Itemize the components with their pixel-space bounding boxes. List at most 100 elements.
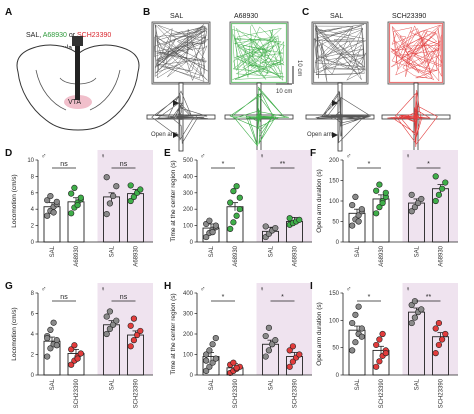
- significance-label: **: [426, 294, 432, 301]
- chart-d: D 0 2 4 6 8 10 Locomotion (cm/s) ♂ SAL A68930 ns ♀ SA…: [5, 148, 153, 267]
- data-point: [74, 202, 81, 209]
- x-tick-label: A68930: [74, 245, 80, 266]
- x-tick-label: SCH23390: [233, 378, 239, 408]
- treatment-label: SAL, A68930 or SCH23390: [26, 32, 111, 39]
- data-point: [358, 206, 365, 213]
- data-point: [296, 351, 303, 358]
- treatment-a68930: A68930: [43, 32, 67, 39]
- data-point: [106, 325, 113, 332]
- data-point: [262, 332, 269, 340]
- open-field-track-sal: [151, 21, 211, 85]
- panel-label-b: B: [143, 7, 150, 18]
- data-point: [376, 181, 383, 188]
- data-point: [212, 222, 219, 229]
- significance-label: *: [281, 294, 284, 301]
- x-tick-label: SAL: [415, 378, 421, 390]
- data-point: [44, 353, 51, 360]
- data-point: [71, 342, 78, 349]
- panel-label-f: F: [310, 148, 316, 159]
- data-point: [432, 173, 439, 180]
- male-symbol-icon: ♂: [41, 286, 46, 293]
- movement-trace: [232, 24, 285, 82]
- x-tick-label: SAL: [50, 245, 56, 257]
- scale-bar-h-label: 10 cm: [276, 89, 292, 95]
- data-point: [127, 343, 134, 350]
- male-symbol-icon: ♂: [346, 286, 351, 293]
- data-point: [418, 195, 425, 203]
- female-symbol-icon: ♀: [406, 153, 411, 160]
- panel-c-right-title: SCH23390: [392, 13, 426, 20]
- data-point: [435, 319, 443, 327]
- data-point: [103, 174, 110, 181]
- data-point: [109, 321, 117, 328]
- data-point: [68, 210, 75, 217]
- data-point: [286, 215, 293, 222]
- open-arm-arrow-icon-c: [332, 100, 338, 138]
- x-tick-label: A68930: [439, 245, 445, 266]
- x-tick-label: SAL: [269, 378, 275, 390]
- vta-label: VTA: [68, 99, 81, 106]
- y-tick-label: 0: [336, 240, 340, 246]
- data-point: [127, 182, 134, 189]
- data-point: [106, 308, 113, 315]
- data-point: [137, 327, 144, 335]
- plus-maze-sch23390: [381, 82, 451, 152]
- data-point: [137, 186, 144, 193]
- data-point: [408, 191, 415, 198]
- data-point: [262, 223, 269, 230]
- data-point: [206, 347, 213, 354]
- data-point: [373, 363, 380, 370]
- y-axis-label: Open arm duration (s): [316, 169, 323, 233]
- data-point: [233, 212, 240, 219]
- data-point: [376, 336, 383, 343]
- male-symbol-icon: ♂: [346, 153, 351, 160]
- data-point: [432, 197, 439, 205]
- y-tick-label: 0: [31, 373, 35, 379]
- data-point: [355, 303, 362, 310]
- data-point: [349, 347, 356, 354]
- data-point: [435, 191, 443, 198]
- female-symbol-icon: ♀: [260, 153, 265, 160]
- x-tick-label: SAL: [110, 245, 116, 257]
- data-point: [352, 193, 359, 200]
- open-arm-label-b: Open arm: [151, 132, 178, 138]
- treatment-sch23390: SCH23390: [77, 32, 111, 39]
- wall-trace: [312, 22, 368, 84]
- y-tick-label: 0: [190, 240, 194, 246]
- vta-region: [64, 95, 92, 109]
- y-tick-label: 100: [183, 224, 194, 230]
- data-point: [130, 315, 137, 322]
- x-tick-label: A68930: [293, 245, 299, 266]
- data-point: [442, 179, 449, 186]
- data-point: [103, 330, 110, 338]
- data-point: [47, 192, 54, 200]
- data-point: [130, 337, 137, 344]
- maze-trace: [387, 89, 438, 148]
- y-tick-label: 100: [183, 353, 194, 359]
- data-point: [379, 199, 386, 207]
- data-point: [376, 204, 383, 211]
- treatment-sal: SAL,: [26, 32, 43, 39]
- data-point: [435, 341, 443, 349]
- significance-label: *: [368, 294, 371, 301]
- treatment-or: or: [67, 32, 77, 39]
- data-point: [233, 183, 240, 190]
- y-tick-label: 50: [332, 346, 339, 352]
- significance-label: ns: [60, 161, 68, 168]
- y-tick-label: 2: [31, 353, 35, 359]
- maze-trace: [229, 86, 289, 147]
- data-point: [53, 198, 60, 205]
- data-point: [382, 189, 389, 196]
- maze-center-dense: [337, 114, 343, 120]
- data-point: [206, 363, 213, 370]
- y-tick-label: 6: [31, 312, 35, 318]
- panel-b-right-title: A68930: [234, 13, 258, 20]
- cannula-head-icon: [72, 36, 83, 46]
- x-tick-label: SAL: [355, 245, 361, 257]
- data-point: [47, 345, 54, 352]
- data-point: [50, 209, 57, 216]
- data-point: [53, 342, 60, 349]
- panel-b: B SAL A68930 10 cm 10 cm Open arm: [143, 7, 302, 152]
- significance-label: ns: [120, 294, 128, 301]
